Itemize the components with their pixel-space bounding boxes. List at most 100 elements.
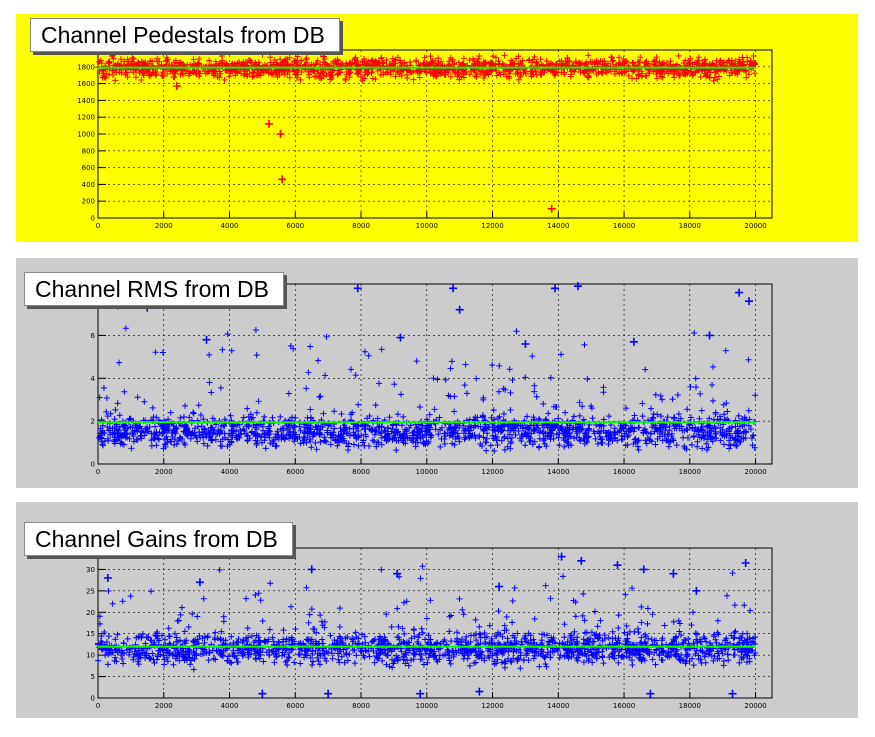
data-point: [127, 593, 134, 600]
data-point: [218, 651, 225, 658]
data-point: [181, 628, 188, 635]
data-point: [724, 651, 731, 658]
data-point: [154, 55, 161, 62]
data-point: [495, 639, 502, 646]
data-point: [702, 73, 709, 80]
data-point: [304, 414, 311, 421]
data-point: [442, 433, 449, 440]
data-point: [489, 362, 496, 369]
data-point: [338, 410, 345, 417]
data-point: [341, 418, 348, 425]
data-point: [742, 68, 749, 75]
data-point: [414, 426, 421, 433]
data-point: [726, 58, 733, 65]
data-point: [261, 431, 268, 438]
data-point: [736, 438, 743, 445]
data-point: [402, 660, 409, 667]
data-point: [116, 412, 123, 419]
data-point: [718, 648, 725, 655]
data-point: [270, 648, 277, 655]
data-point: [274, 73, 281, 80]
data-point: [116, 359, 123, 366]
data-point: [373, 58, 380, 65]
data-point: [361, 633, 368, 640]
data-point: [98, 438, 105, 445]
data-point: [308, 444, 315, 451]
data-point: [138, 647, 145, 654]
data-point: [195, 423, 202, 430]
data-point: [195, 402, 202, 409]
data-point: [176, 59, 183, 66]
data-point: [556, 654, 563, 661]
data-point: [639, 413, 646, 420]
data-point: [152, 349, 159, 356]
data-point: [657, 392, 664, 399]
data-point: [96, 620, 103, 627]
data-point: [452, 69, 459, 76]
data-point: [355, 401, 362, 408]
data-point: [552, 403, 559, 410]
data-point: [312, 424, 319, 431]
data-point: [194, 613, 201, 620]
data-point: [462, 426, 469, 433]
data-point: [397, 640, 404, 647]
data-point: [674, 392, 681, 399]
data-point: [556, 430, 563, 437]
data-point: [464, 655, 471, 662]
data-point: [493, 660, 500, 667]
data-point: [277, 56, 284, 63]
data-point: [147, 57, 154, 64]
data-point: [497, 71, 504, 78]
outlier-point: [353, 284, 362, 293]
data-point: [234, 638, 241, 645]
data-point: [473, 637, 480, 644]
data-point: [270, 436, 277, 443]
data-point: [201, 639, 208, 646]
data-point: [715, 650, 722, 657]
data-point: [552, 61, 559, 68]
data-point: [400, 413, 407, 420]
y-tick-label: 1400: [77, 97, 95, 105]
data-point: [320, 410, 327, 417]
data-point: [191, 425, 198, 432]
data-point: [610, 57, 617, 64]
data-point: [149, 650, 156, 657]
data-point: [128, 445, 135, 452]
data-point: [635, 58, 642, 65]
data-point: [561, 621, 568, 628]
data-point: [419, 629, 426, 636]
data-point: [472, 73, 479, 80]
data-point: [618, 646, 625, 653]
data-point: [697, 390, 704, 397]
data-point: [121, 388, 128, 395]
data-point: [544, 632, 551, 639]
data-point: [262, 445, 269, 452]
data-point: [378, 434, 385, 441]
data-point: [501, 52, 508, 59]
data-point: [207, 433, 214, 440]
data-point: [187, 661, 194, 668]
data-point: [330, 429, 337, 436]
data-point: [475, 55, 482, 62]
data-point: [413, 424, 420, 431]
data-point: [564, 438, 571, 445]
data-point: [752, 649, 759, 656]
data-point: [344, 657, 351, 664]
data-point: [542, 661, 549, 668]
data-point: [538, 70, 545, 77]
data-point: [675, 410, 682, 417]
data-point: [695, 652, 702, 659]
data-point: [496, 61, 503, 68]
data-point: [234, 60, 241, 67]
data-point: [247, 58, 254, 65]
data-point: [395, 623, 402, 630]
outlier-point: [735, 288, 744, 297]
data-point: [511, 584, 518, 591]
data-point: [398, 391, 405, 398]
data-point: [413, 358, 420, 365]
data-point: [373, 653, 380, 660]
data-point: [365, 352, 372, 359]
data-point: [449, 440, 456, 447]
data-point: [519, 433, 526, 440]
data-point: [480, 75, 487, 82]
